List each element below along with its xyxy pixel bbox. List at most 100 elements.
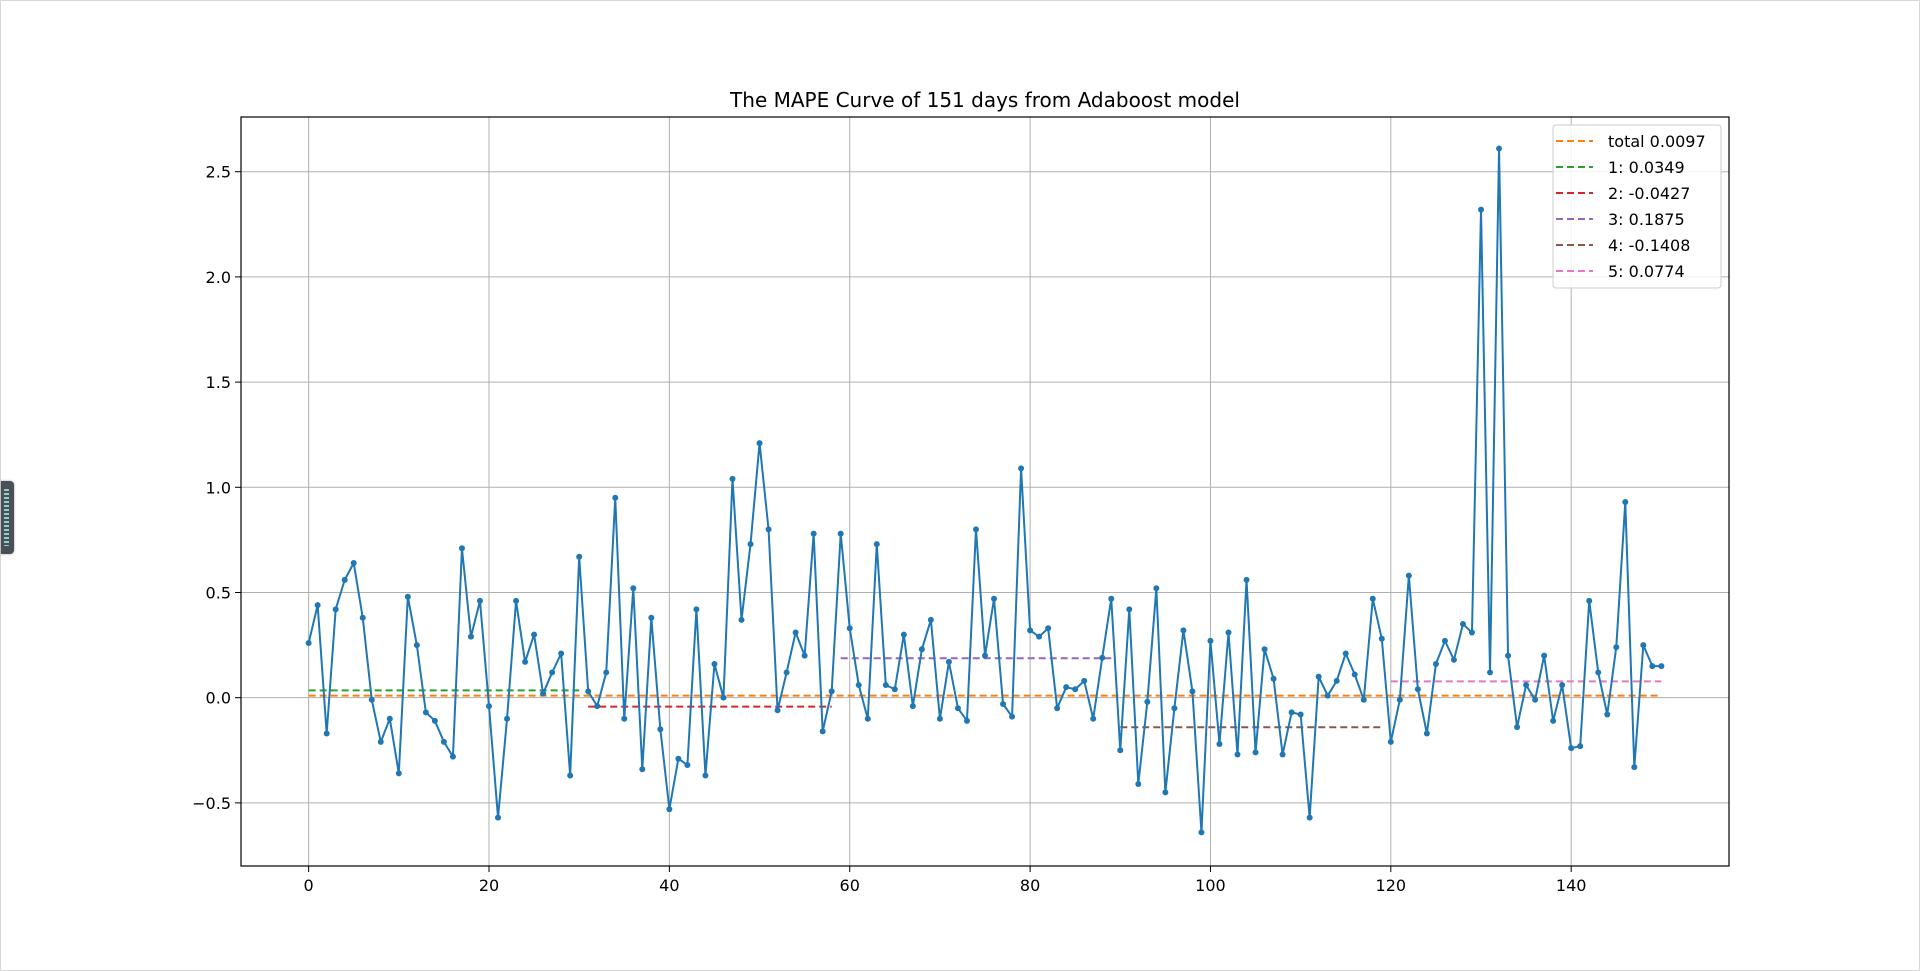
data-point [1252,749,1259,756]
data-point [1423,730,1430,737]
data-point [693,606,700,613]
data-point [1162,789,1169,796]
data-point [1550,717,1557,724]
data-point [702,772,709,779]
data-point [1432,661,1439,668]
data-point [1261,646,1268,653]
data-point [648,614,655,621]
data-point [594,703,601,710]
data-point [1081,677,1088,684]
data-point [504,715,511,722]
data-point [891,686,898,693]
data-point [954,705,961,712]
data-point [1243,576,1250,583]
axes-frame [240,116,1730,867]
data-point [1604,711,1611,718]
data-point [936,715,943,722]
y-tick-label: 0.5 [206,583,231,602]
data-point [531,631,538,638]
data-point [1496,145,1503,152]
data-point [1189,688,1196,695]
data-point [1378,635,1385,642]
data-point [1180,627,1187,634]
data-point [404,593,411,600]
data-point [729,475,736,482]
legend-label-0: total 0.0097 [1608,132,1706,151]
data-point [1171,705,1178,712]
data-point [972,526,979,533]
data-point [422,709,429,716]
data-point [1414,686,1421,693]
data-point [476,597,483,604]
data-point [540,690,547,697]
data-point [991,595,998,602]
y-tick-label: −0.5 [192,794,231,813]
data-point [1505,652,1512,659]
side-panel-handle[interactable] [1,481,14,554]
data-point [576,553,583,560]
data-point [612,494,619,501]
x-tick-label: 80 [1020,876,1040,895]
data-point [486,703,492,710]
data-point [747,541,754,548]
data-point [1306,814,1313,821]
y-tick-label: 0.0 [206,689,231,708]
data-point [738,616,745,623]
data-point [666,806,673,813]
legend-label-3: 3: 0.1875 [1608,210,1685,229]
data-point [1658,663,1665,670]
data-point [395,770,402,777]
data-point [783,669,790,676]
data-point [945,658,952,665]
data-point [1441,637,1448,644]
y-tick-label: 2.5 [206,163,231,182]
data-point [1595,669,1602,676]
data-point [1153,585,1160,592]
data-point [467,633,474,640]
data-point [1405,572,1412,579]
data-point [1577,743,1584,750]
data-point [1468,629,1475,636]
data-point [341,576,348,583]
data-point [927,616,934,623]
data-point [1586,597,1593,604]
data-point [332,606,339,613]
data-point [1279,751,1286,758]
data-point [1117,747,1124,754]
data-point [495,814,502,821]
data-point [855,682,862,689]
data-point [1045,625,1052,632]
data-point [1649,663,1656,670]
y-tick-label: 2.0 [206,268,231,287]
legend: total 0.0097 1: 0.0349 2: -0.0427 3: 0.1875… [1552,124,1722,289]
data-point [377,738,384,745]
data-point [431,717,438,724]
data-point [585,688,592,695]
data-point [1541,652,1548,659]
data-point [1342,650,1349,657]
data-point [1234,751,1241,758]
data-point [1135,780,1142,787]
data-point [1514,724,1521,731]
data-point [1198,829,1205,836]
data-point [630,585,637,592]
data-point [1622,499,1629,506]
data-point [639,766,646,773]
x-tick-label: 40 [659,876,679,895]
data-point [801,652,808,659]
ticks: 0 20 40 60 80 100 120 140 −0.5 0.0 0.5 1.0 1.5 2.0 2.5 [192,163,1586,895]
reference-lines [308,657,1662,729]
data-point [1631,764,1638,771]
data-point [386,715,393,722]
data-point [909,703,916,710]
data-point [323,730,330,737]
legend-label-1: 1: 0.0349 [1608,158,1685,177]
x-tick-label: 120 [1376,876,1407,895]
data-point [1216,740,1223,747]
x-tick-label: 60 [840,876,860,895]
data-point [675,755,682,762]
data-point [558,650,565,657]
level-meter-icon [4,489,9,546]
